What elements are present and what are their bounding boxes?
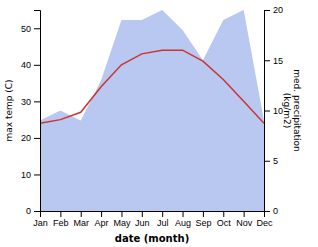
tick-mark bbox=[264, 10, 270, 11]
plot: JanFebMarAprMayJunJulAugSepOctNovDec0102… bbox=[4, 5, 302, 244]
tick-label: 20 bbox=[273, 5, 283, 15]
tick-label: Feb bbox=[53, 218, 69, 228]
tick-mark bbox=[183, 211, 184, 217]
tick: 0 bbox=[264, 206, 278, 216]
tick-label: Nov bbox=[236, 218, 253, 228]
tick-label: Sep bbox=[195, 218, 211, 228]
tick-label: Jun bbox=[135, 218, 150, 228]
tick-mark bbox=[34, 65, 40, 66]
tick-label: 15 bbox=[273, 56, 283, 66]
tick-label: Oct bbox=[217, 218, 232, 228]
tick: 0 bbox=[26, 206, 40, 216]
y2-axis-title-line: med. precipitation bbox=[292, 69, 302, 151]
tick-label: Jul bbox=[157, 218, 169, 228]
tick-mark bbox=[162, 211, 163, 217]
tick-label: 40 bbox=[21, 60, 31, 70]
chart: JanFebMarAprMayJunJulAugSepOctNovDec0102… bbox=[0, 0, 318, 247]
tick-mark bbox=[121, 211, 122, 217]
tick-label: 10 bbox=[21, 170, 31, 180]
marks bbox=[40, 10, 264, 211]
tick-label: Mar bbox=[73, 218, 89, 228]
area bbox=[40, 10, 264, 211]
tick: Sep bbox=[195, 211, 211, 228]
tick-label: Apr bbox=[95, 218, 109, 228]
tick: May bbox=[113, 211, 131, 228]
tick-mark bbox=[101, 211, 102, 217]
tick: Apr bbox=[95, 211, 109, 228]
line bbox=[40, 50, 264, 123]
y-axis-title: max temp (C) bbox=[4, 79, 14, 141]
tick: Jul bbox=[157, 211, 169, 228]
tick-mark bbox=[34, 211, 40, 212]
tick-label: 50 bbox=[21, 24, 31, 34]
tick: 10 bbox=[264, 106, 283, 116]
tick: Nov bbox=[236, 211, 253, 228]
x-axis-title: date (month) bbox=[115, 233, 189, 244]
tick-label: 0 bbox=[273, 206, 278, 216]
tick: 50 bbox=[21, 24, 40, 34]
tick: Jun bbox=[135, 211, 150, 228]
tick: 15 bbox=[264, 56, 283, 66]
tick-mark bbox=[60, 211, 61, 217]
tick: 20 bbox=[21, 133, 40, 143]
tick-mark bbox=[244, 211, 245, 217]
tick: 5 bbox=[264, 156, 278, 166]
tick-label: Dec bbox=[256, 218, 273, 228]
tick-label: May bbox=[113, 218, 131, 228]
tick: 10 bbox=[21, 170, 40, 180]
tick-label: 10 bbox=[273, 106, 283, 116]
tick-label: Jan bbox=[33, 218, 48, 228]
y2-axis-title: med. precipitation(kg/m2) bbox=[282, 69, 302, 151]
tick-mark bbox=[264, 60, 270, 61]
tick-label: 30 bbox=[21, 97, 31, 107]
tick: 20 bbox=[264, 5, 283, 15]
axis-line bbox=[34, 11, 41, 212]
tick-mark bbox=[264, 161, 270, 162]
tick: Oct bbox=[217, 211, 232, 228]
tick-mark bbox=[34, 101, 40, 102]
y2-axis-title-line: (kg/m2) bbox=[282, 93, 292, 128]
x-axis: Jan Feb Mar Apr May Jun Jul Aug Sep Oct NovDec bbox=[33, 211, 273, 228]
tick-mark bbox=[203, 211, 204, 217]
y-axis: 0 10 20 30 40 50 bbox=[21, 11, 41, 217]
tick-mark bbox=[34, 174, 40, 175]
axis-line bbox=[41, 212, 265, 218]
tick-label: 5 bbox=[273, 156, 278, 166]
tick: 30 bbox=[21, 97, 40, 107]
y2-axis: 0 5 10 15 20 bbox=[264, 5, 283, 216]
tick: 40 bbox=[21, 60, 40, 70]
tick: Aug bbox=[175, 211, 191, 228]
tick-mark bbox=[264, 211, 270, 212]
tick: Feb bbox=[53, 211, 69, 228]
tick-label: Aug bbox=[175, 218, 191, 228]
tick-label: 0 bbox=[26, 206, 31, 216]
axis-line bbox=[265, 11, 271, 212]
tick-mark bbox=[81, 211, 82, 217]
tick: Jan bbox=[33, 211, 48, 228]
tick-mark bbox=[223, 211, 224, 217]
tick-mark bbox=[142, 211, 143, 217]
tick-label: 20 bbox=[21, 133, 31, 143]
tick-mark bbox=[34, 28, 40, 29]
tick: Dec bbox=[256, 211, 273, 228]
tick-mark bbox=[34, 138, 40, 139]
tick-mark bbox=[264, 111, 270, 112]
tick: Mar bbox=[73, 211, 89, 228]
